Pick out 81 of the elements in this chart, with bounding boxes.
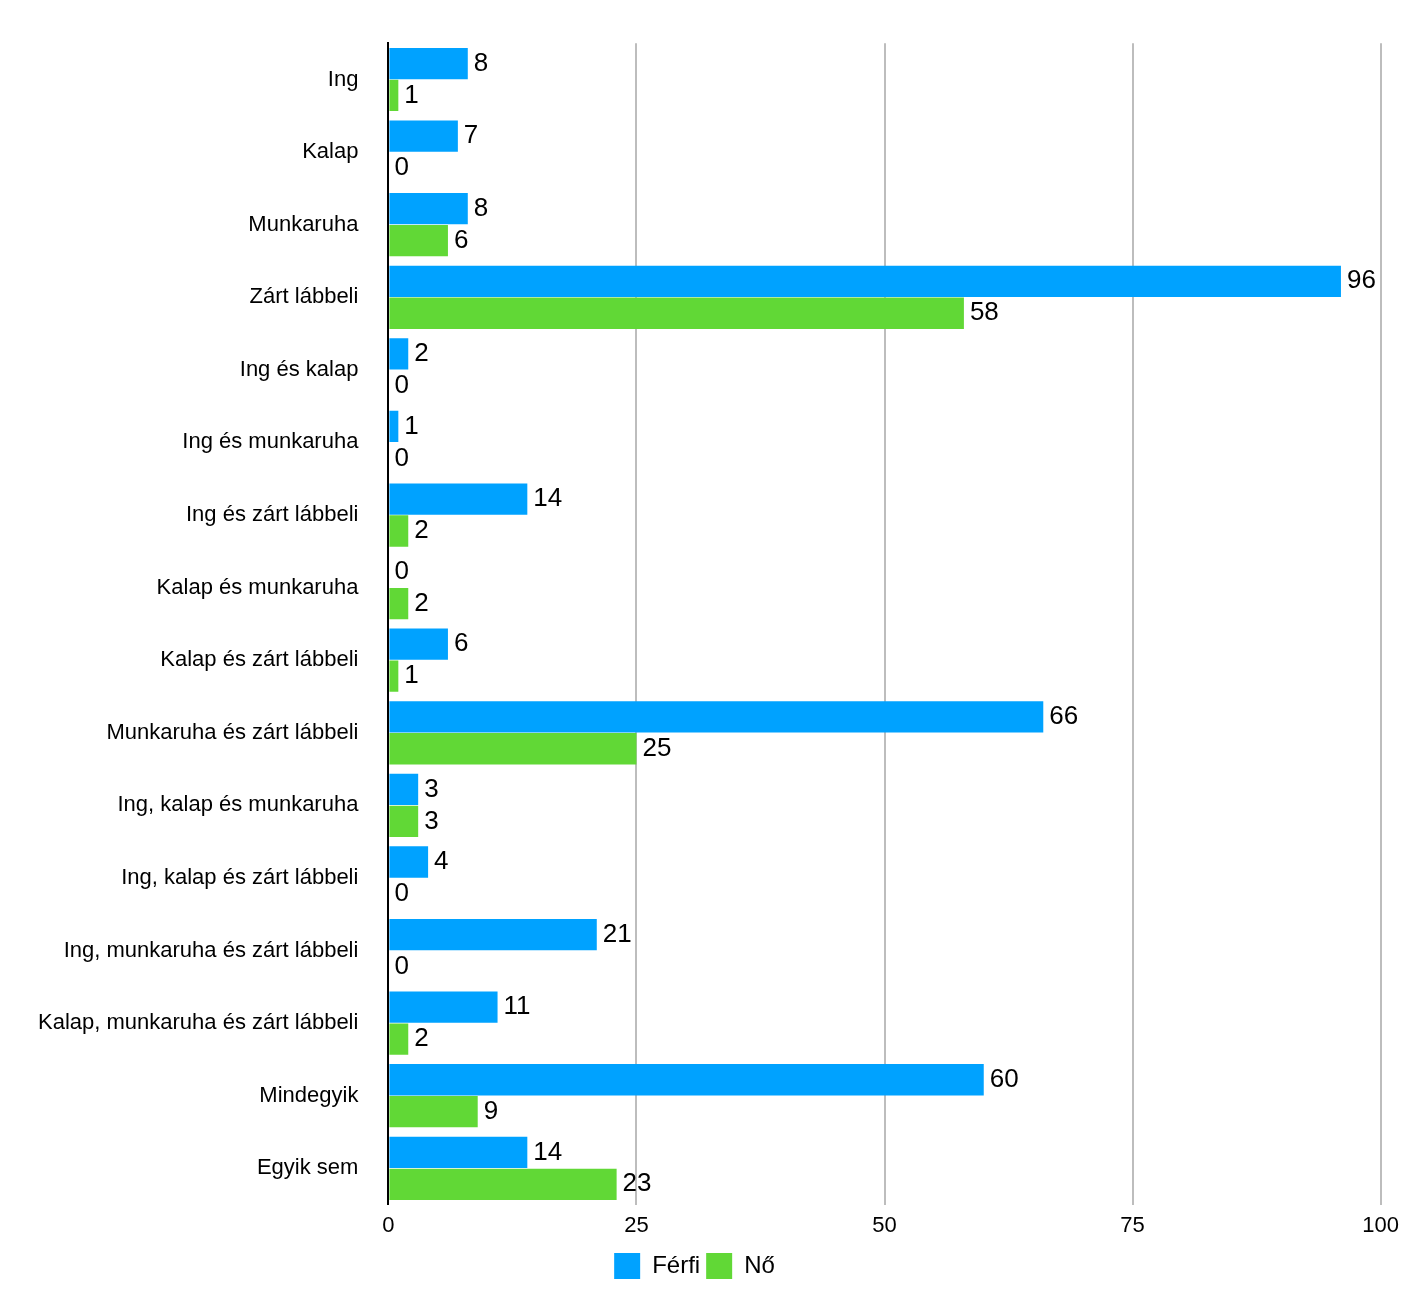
bar [389,701,1044,733]
bar [389,587,409,620]
data-label: 21 [602,917,632,948]
data-label: 0 [394,441,409,472]
data-label: 2 [414,337,429,368]
bar [389,483,528,515]
data-label: 8 [473,191,489,222]
data-label: 14 [533,1135,563,1166]
data-label: 2 [414,514,429,545]
data-label: 9 [483,1094,499,1125]
y-tick-label: Kalap és munkaruha [156,573,360,599]
bar [389,1136,528,1168]
data-label: 6 [453,627,469,658]
data-label: 66 [1049,699,1079,730]
data-label: 4 [434,845,449,876]
legend-label: Férfi [652,1250,701,1278]
data-label: 11 [503,990,531,1021]
x-tick-label: 75 [1120,1211,1145,1237]
y-tick-label: Ing és kalap [239,355,359,381]
bar [389,410,399,443]
bar [389,1023,409,1055]
bar [389,918,597,951]
x-tick-label: 25 [624,1211,649,1237]
y-tick-label: Zárt lábbeli [249,283,359,309]
y-tick-label: Munkaruha [248,210,360,236]
data-label: 1 [404,659,419,690]
bar [389,1064,984,1096]
data-label: 0 [394,877,409,908]
bar [389,733,637,765]
data-label: 2 [414,1022,429,1053]
data-label: 3 [424,804,439,835]
y-tick-label: Egyik sem [256,1154,359,1180]
y-tick-label: Kalap [302,138,359,164]
data-label: 7 [463,119,479,150]
y-tick-label: Kalap, munkaruha és zárt lábbeli [37,1009,359,1035]
bar [389,297,964,329]
data-label: 8 [473,46,489,77]
y-tick-label: Kalap és zárt lábbeli [160,646,359,672]
bar [389,79,399,112]
y-tick-label: Ing, munkaruha és zárt lábbeli [63,936,359,962]
bar [389,805,419,837]
bar [389,338,409,370]
data-label: 1 [404,409,419,440]
data-label: 23 [622,1167,652,1198]
bar [389,628,448,660]
y-tick-label: Munkaruha és zárt lábbeli [106,718,359,744]
data-label: 60 [989,1062,1019,1093]
data-label: 14 [533,482,563,513]
bar [389,47,468,80]
bar [389,846,429,878]
bar [389,1096,478,1128]
data-label: 0 [394,554,409,585]
y-tick-label: Ing, kalap és zárt lábbeli [121,864,359,890]
legend-label: Nő [744,1250,775,1278]
bar [389,193,468,225]
bar [389,224,448,257]
data-label: 0 [394,368,409,399]
data-label: 6 [453,223,469,254]
data-label: 3 [424,772,439,803]
x-tick-label: 0 [382,1211,395,1237]
data-label: 96 [1346,264,1376,295]
bar [389,515,409,547]
bar [389,660,399,692]
y-tick-label: Mindegyik [259,1081,360,1107]
y-tick-label: Ing és zárt lábbeli [185,501,359,527]
y-tick-label: Ing [327,65,359,91]
data-label: 25 [642,731,672,762]
bar [389,265,1341,297]
x-tick-label: 50 [872,1211,897,1237]
x-tick-label: 100 [1362,1211,1400,1237]
data-label: 0 [394,949,409,980]
y-tick-label: Ing és munkaruha [182,428,360,454]
data-label: 1 [404,78,419,109]
data-label: 58 [969,296,999,327]
bar [389,991,498,1023]
bar [389,773,419,806]
y-tick-label: Ing, kalap és munkaruha [117,791,360,817]
data-label: 2 [414,586,429,617]
data-label: 0 [394,151,409,182]
bar [389,120,458,152]
bar [389,1168,617,1200]
